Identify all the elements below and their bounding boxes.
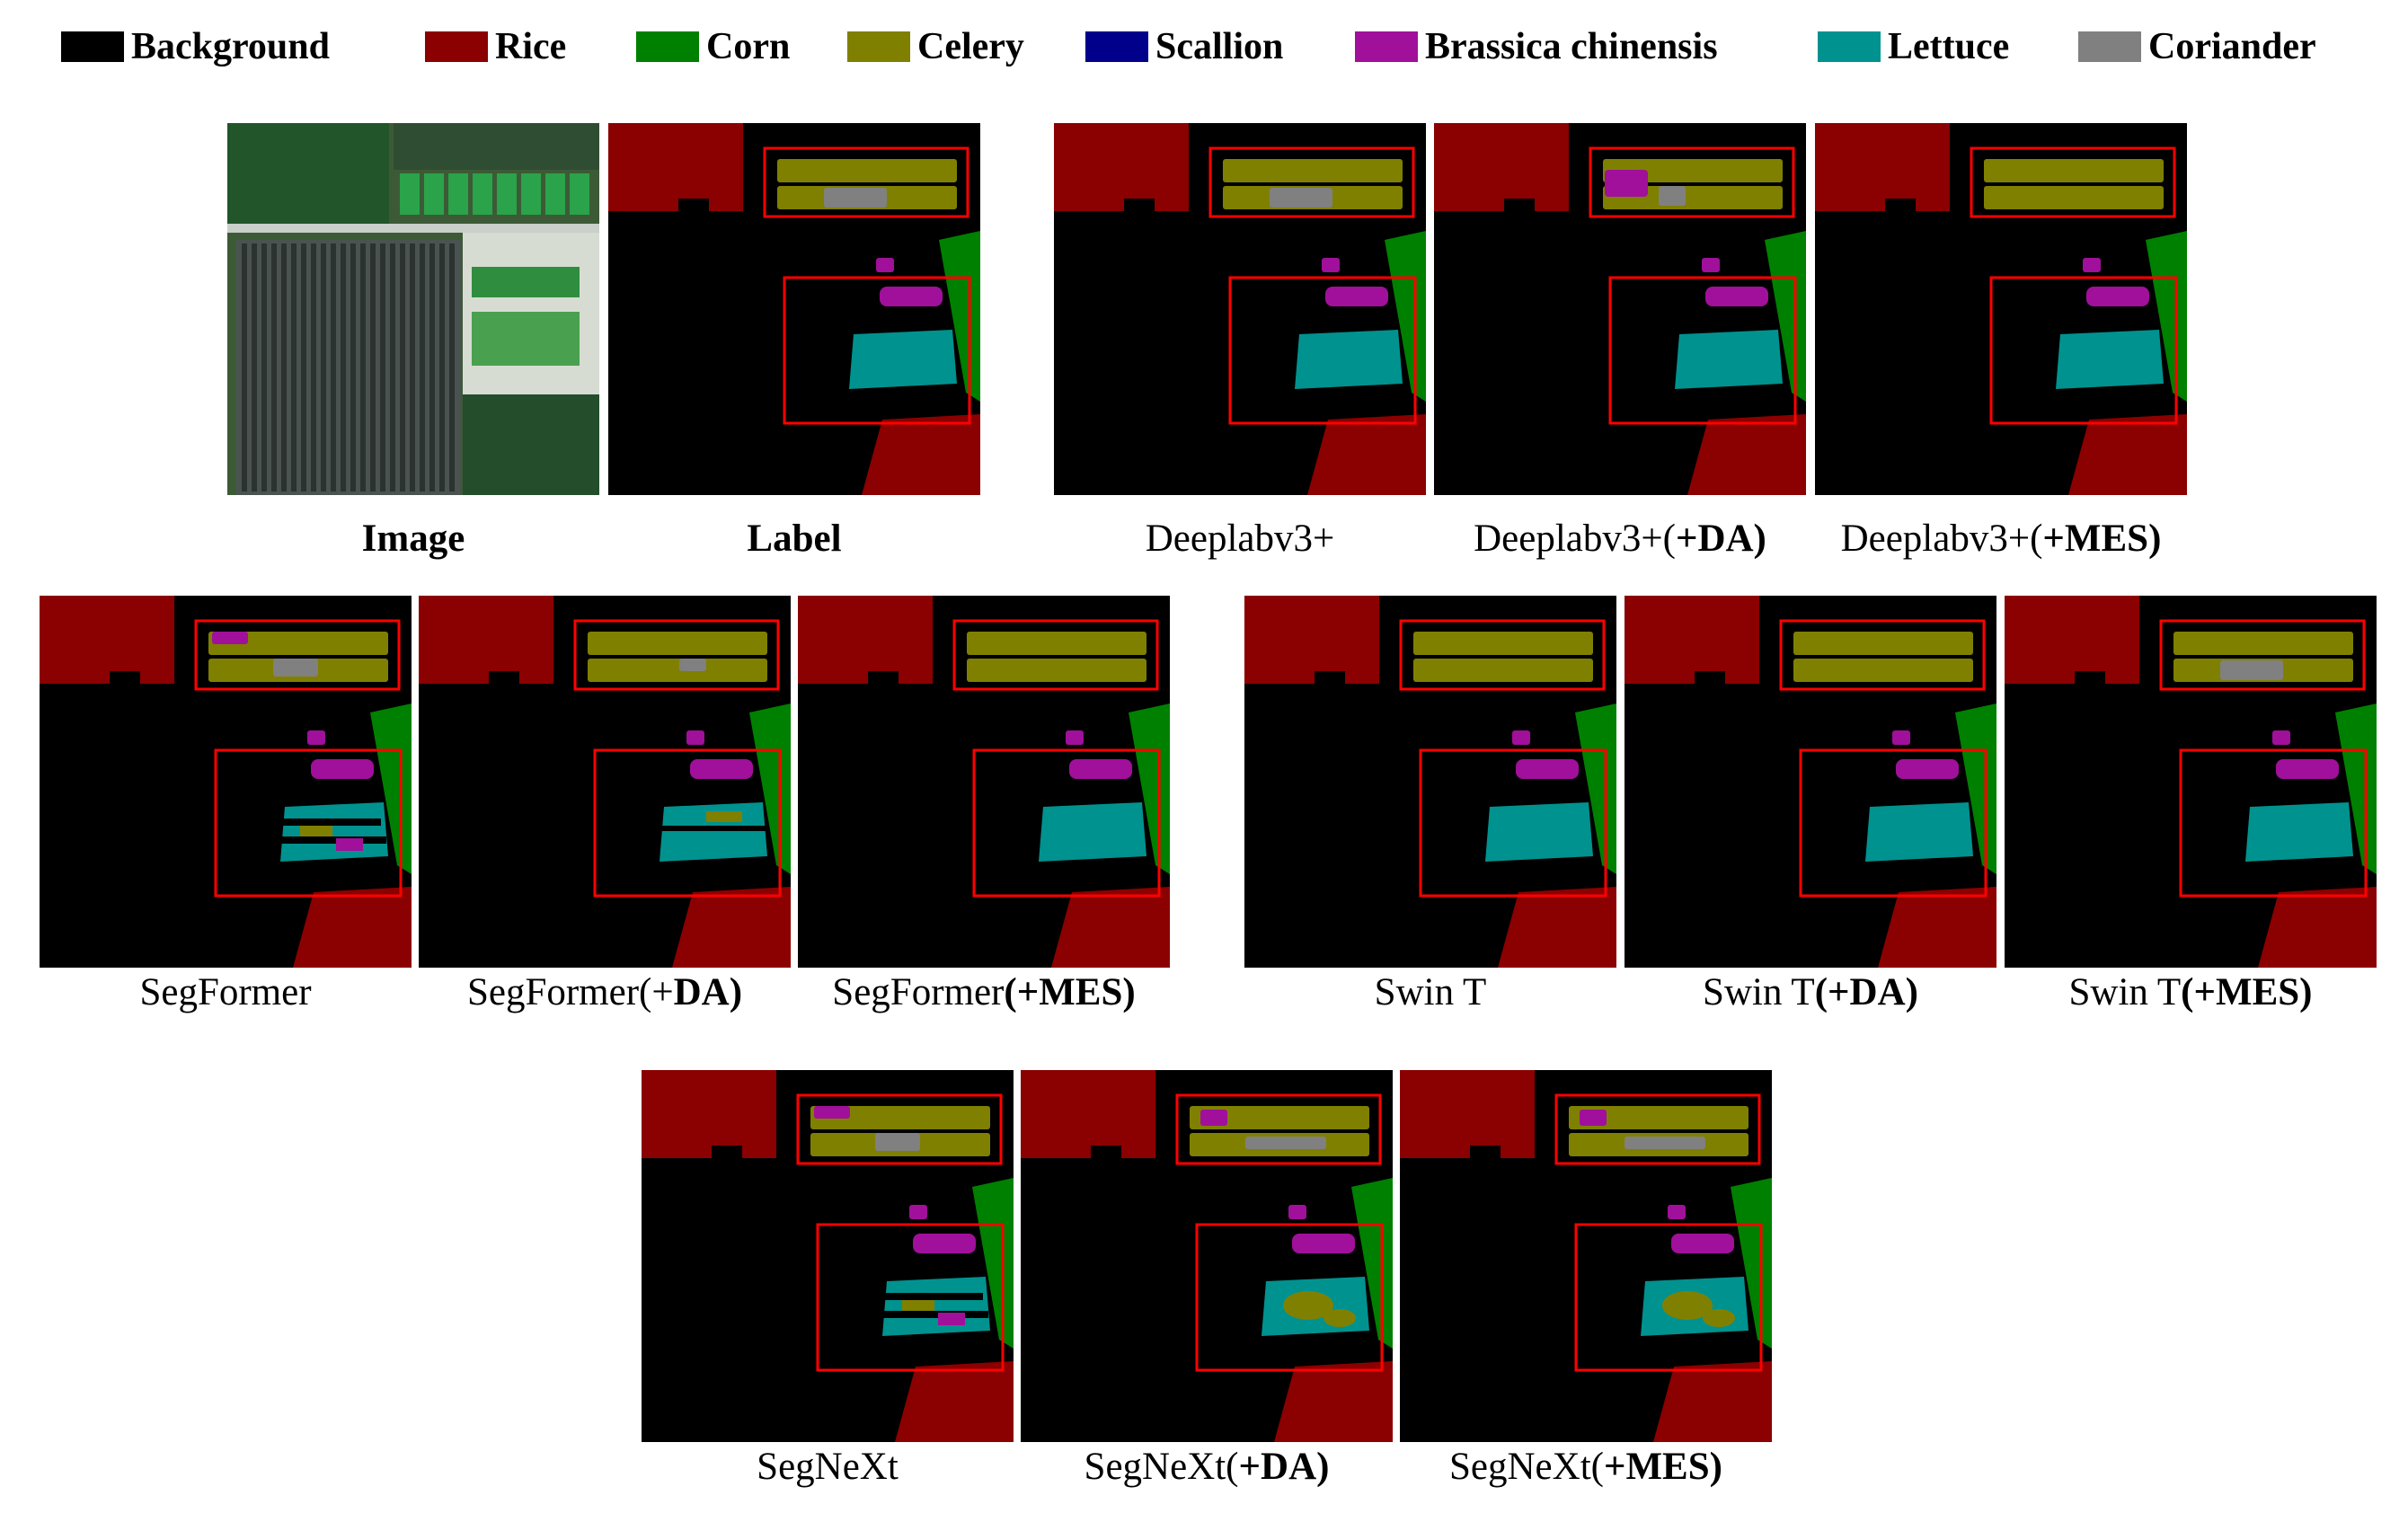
legend-swatch bbox=[1085, 31, 1148, 62]
legend-label: Background bbox=[131, 26, 330, 67]
aerial-image bbox=[227, 123, 599, 495]
legend-item: Rice bbox=[425, 20, 566, 74]
segmentation-map bbox=[40, 596, 412, 968]
panel-segnext-da bbox=[1021, 1070, 1393, 1442]
legend-swatch bbox=[2078, 31, 2141, 62]
panel-deeplab-mes bbox=[1815, 123, 2187, 495]
legend-item: Background bbox=[61, 20, 330, 74]
panel-caption: Deeplabv3+(+DA) bbox=[1368, 517, 1872, 561]
legend-item: Corn bbox=[636, 20, 790, 74]
legend-label: Celery bbox=[917, 26, 1024, 67]
caption-text: Deeplabv3+( bbox=[1840, 518, 2043, 560]
caption-bold-text: (+DA) bbox=[1814, 971, 1918, 1013]
segmentation-map bbox=[1054, 123, 1426, 495]
caption-text: SegNeXt( bbox=[1084, 1446, 1239, 1488]
legend-swatch bbox=[1818, 31, 1881, 62]
panel-caption: SegNeXt bbox=[576, 1445, 1079, 1489]
caption-text: SegFormer bbox=[139, 971, 312, 1013]
caption-text: SegFormer(+ bbox=[466, 971, 674, 1013]
caption-text: SegNeXt( bbox=[1449, 1446, 1604, 1488]
panel-caption: SegFormer(+MES) bbox=[732, 970, 1235, 1014]
legend-item: Brassica chinensis bbox=[1355, 20, 1718, 74]
segmentation-map bbox=[1434, 123, 1806, 495]
legend: Background Rice Corn Celery Scallion Brassica… bbox=[61, 20, 2361, 74]
panel-segnext-mes bbox=[1400, 1070, 1772, 1442]
legend-swatch bbox=[636, 31, 699, 62]
caption-bold-text: +DA) bbox=[1675, 518, 1766, 560]
legend-item: Lettuce bbox=[1818, 20, 2009, 74]
segmentation-map bbox=[1021, 1070, 1393, 1442]
panel-caption: Swin T bbox=[1179, 970, 1682, 1014]
segmentation-map bbox=[1400, 1070, 1772, 1442]
caption-text: Swin T bbox=[1374, 971, 1487, 1013]
caption-text: Swin T bbox=[2068, 971, 2182, 1013]
segmentation-map bbox=[608, 123, 980, 495]
caption-bold-text: +DA) bbox=[1238, 1446, 1330, 1488]
caption-bold-text: Image bbox=[361, 518, 465, 560]
segmentation-map bbox=[419, 596, 791, 968]
panel-segformer-mes bbox=[798, 596, 1170, 968]
legend-swatch bbox=[1355, 31, 1418, 62]
panel-caption: Deeplabv3+(+MES) bbox=[1749, 517, 2253, 561]
legend-swatch bbox=[425, 31, 488, 62]
panel-swin bbox=[1244, 596, 1616, 968]
legend-swatch bbox=[61, 31, 124, 62]
panel-deeplab bbox=[1054, 123, 1426, 495]
caption-text: Swin T bbox=[1703, 971, 1815, 1013]
panel-caption: Swin T(+DA) bbox=[1559, 970, 2062, 1014]
legend-item: Celery bbox=[847, 20, 1024, 74]
panel-label bbox=[608, 123, 980, 495]
panel-swin-da bbox=[1625, 596, 1996, 968]
caption-text: SegFormer bbox=[832, 971, 1005, 1013]
legend-label: Lettuce bbox=[1888, 26, 2010, 67]
panel-segformer-da bbox=[419, 596, 791, 968]
panel-caption: SegFormer bbox=[0, 970, 477, 1014]
panel-caption: Label bbox=[543, 517, 1046, 561]
legend-label: Scallion bbox=[1155, 26, 1284, 67]
legend-label: Rice bbox=[495, 26, 567, 67]
panel-swin-mes bbox=[2005, 596, 2377, 968]
segmentation-map bbox=[798, 596, 1170, 968]
panel-segformer bbox=[40, 596, 412, 968]
legend-label: Brassica chinensis bbox=[1425, 26, 1718, 67]
legend-label: Corn bbox=[706, 26, 791, 67]
segmentation-map bbox=[1815, 123, 2187, 495]
panel-caption: SegNeXt(+MES) bbox=[1334, 1445, 1837, 1489]
segmentation-map bbox=[1625, 596, 1996, 968]
caption-bold-text: Label bbox=[747, 518, 842, 560]
panel-image bbox=[227, 123, 599, 495]
segmentation-map bbox=[2005, 596, 2377, 968]
segmentation-map bbox=[642, 1070, 1014, 1442]
legend-item: Scallion bbox=[1085, 20, 1283, 74]
legend-label: Coriander bbox=[2148, 26, 2316, 67]
legend-swatch bbox=[847, 31, 910, 62]
caption-text: SegNeXt bbox=[757, 1446, 899, 1488]
panel-deeplab-da bbox=[1434, 123, 1806, 495]
caption-bold-text: +MES) bbox=[2042, 518, 2162, 560]
panel-caption: SegNeXt(+DA) bbox=[955, 1445, 1458, 1489]
caption-bold-text: +MES) bbox=[1603, 1446, 1722, 1488]
caption-text: Deeplabv3+ bbox=[1145, 518, 1335, 560]
panel-caption: Image bbox=[162, 517, 665, 561]
caption-bold-text: (+MES) bbox=[1004, 971, 1136, 1013]
panel-caption: SegFormer(+DA) bbox=[353, 970, 856, 1014]
caption-text: Deeplabv3+( bbox=[1474, 518, 1676, 560]
caption-bold-text: (+MES) bbox=[2181, 971, 2313, 1013]
caption-bold-text: DA) bbox=[673, 971, 743, 1013]
legend-item: Coriander bbox=[2078, 20, 2316, 74]
panel-caption: Deeplabv3+ bbox=[988, 517, 1492, 561]
panel-segnext bbox=[642, 1070, 1014, 1442]
segmentation-map bbox=[1244, 596, 1616, 968]
panel-caption: Swin T(+MES) bbox=[1939, 970, 2408, 1014]
